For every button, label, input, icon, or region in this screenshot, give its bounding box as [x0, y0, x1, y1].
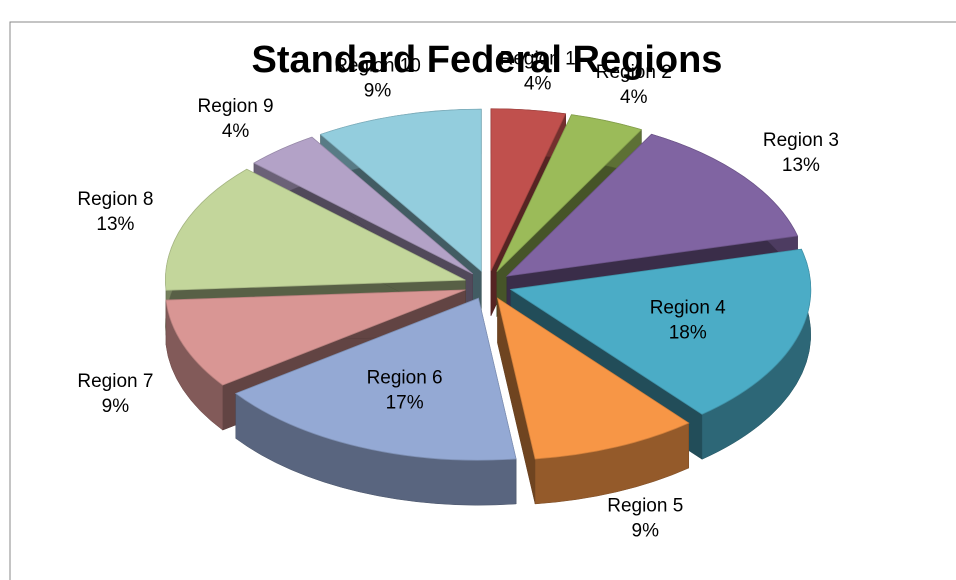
slice: [234, 297, 517, 506]
slice-top: [505, 133, 799, 277]
data-label-value: 13%: [96, 214, 134, 235]
data-label-value: 13%: [782, 155, 820, 176]
data-label-name: Region 7: [77, 371, 153, 392]
data-label-name: Region 8: [77, 189, 153, 210]
slice-top: [490, 108, 567, 271]
data-label-value: 18%: [669, 323, 707, 344]
data-label-name: Region 4: [650, 298, 726, 319]
slice-top: [234, 297, 517, 461]
slice-top: [496, 114, 643, 272]
data-label-name: Region 1: [500, 48, 576, 69]
slice-top: [165, 168, 466, 291]
data-label-value: 9%: [364, 80, 392, 101]
slice-top: [509, 248, 812, 415]
slice-top: [253, 136, 473, 275]
slice-top: [165, 289, 466, 386]
data-label-name: Region 5: [607, 496, 683, 517]
data-label-value: 9%: [632, 521, 660, 542]
data-label-value: 9%: [102, 396, 130, 417]
data-label-name: Region 10: [334, 55, 421, 76]
data-label-name: Region 3: [763, 130, 839, 151]
data-label-value: 4%: [620, 87, 648, 108]
slice-top: [319, 108, 482, 273]
data-label-value: 4%: [222, 121, 250, 142]
slice: [496, 297, 690, 505]
data-label-name: Region 6: [367, 367, 443, 388]
data-label-value: 4%: [524, 73, 552, 94]
data-label-name: Region 9: [198, 96, 274, 117]
slice-top: [496, 297, 690, 460]
data-label-name: Region 2: [596, 62, 672, 83]
chart-title: Standard Federal Regions: [252, 39, 723, 81]
data-label-value: 17%: [386, 392, 424, 413]
